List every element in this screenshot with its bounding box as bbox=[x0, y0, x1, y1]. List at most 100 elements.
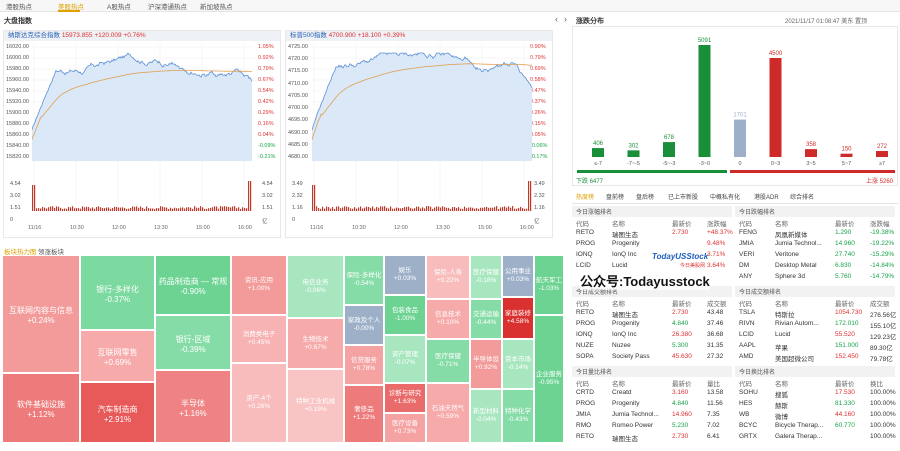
table-row[interactable]: HES 赫斯 81.330 100.00% bbox=[735, 399, 896, 410]
heatmap-cell[interactable]: 奢侈品 +1.22% bbox=[344, 385, 384, 443]
heatmap-cell[interactable]: 公用事业 +0.03% bbox=[502, 255, 534, 297]
heatmap-cell[interactable]: 资产管理 -0.07% bbox=[384, 335, 426, 383]
pct-tick-label: 0.90% bbox=[530, 44, 546, 50]
heatmap-cell[interactable]: 互联网零售 +0.69% bbox=[80, 330, 155, 382]
heatmap-cell[interactable]: 交通运输 -0.44% bbox=[470, 299, 502, 339]
heatmap-cell[interactable]: 包装食品 -1.00% bbox=[384, 295, 426, 335]
chevron-left-icon[interactable]: ‹ bbox=[555, 14, 558, 24]
heatmap-cell[interactable]: 特种化学 -0.43% bbox=[502, 389, 534, 443]
tab-hk-hot[interactable]: 港股热点 bbox=[6, 4, 32, 11]
table-row[interactable]: FENG 凤凰新媒体 1.290 -19.38% bbox=[735, 228, 895, 239]
tab-us-hot[interactable]: 美股热点 bbox=[58, 4, 84, 11]
ranking-table-title: 今日换比排名 bbox=[739, 370, 776, 376]
tab-afterhours[interactable]: 盘后榜 bbox=[636, 195, 655, 201]
heatmap-cell[interactable]: 银行-区域 -0.39% bbox=[155, 315, 231, 370]
table-row[interactable]: JMIA Jumia Technol... 14.960 7.35 bbox=[572, 410, 732, 421]
table-row[interactable]: SOHU 搜狐 17.530 100.00% bbox=[735, 388, 896, 399]
heatmap-cell[interactable]: 生物技术 +0.67% bbox=[287, 318, 344, 369]
heatmap-cell[interactable]: 保险-人寿 +0.22% bbox=[426, 255, 470, 299]
table-row[interactable]: JMIA Jumia Technol... 14.960 -19.22% bbox=[735, 239, 895, 250]
volume-tick-label: 2.32 bbox=[292, 193, 303, 199]
heatmap-cell[interactable]: 消费类电子 +0.45% bbox=[231, 315, 287, 363]
heatmap-cell[interactable]: 药品制造商 — 常规 -0.90% bbox=[155, 255, 231, 315]
heatmap-cell[interactable]: 新型材料 -0.04% bbox=[470, 389, 502, 443]
tab-hot[interactable]: 热度榜 bbox=[576, 195, 595, 201]
table-row[interactable]: ANY Sphere 3d 5.760 -14.79% bbox=[735, 272, 895, 283]
tab-sg-hot[interactable]: 新加坡热点 bbox=[200, 4, 233, 11]
heatmap-cell[interactable]: 汽车制造商 +2.91% bbox=[80, 382, 155, 443]
distribution-category-label: ≥7 bbox=[879, 161, 885, 167]
table-row[interactable]: TSLA 特斯拉 1054.730 276.56亿 bbox=[735, 308, 896, 319]
table-cell: 27.740 bbox=[835, 251, 855, 258]
table-cell: 瑞图生态 bbox=[612, 312, 638, 319]
table-row[interactable]: SOPA Society Pass 45.630 27.32 bbox=[572, 352, 732, 363]
tab-china-private[interactable]: 中概私有化 bbox=[710, 195, 741, 201]
heatmap-cell[interactable]: 信息技术 +0.10% bbox=[426, 299, 470, 339]
heatmap-cell[interactable]: 资讯-应用 +1.00% bbox=[231, 255, 287, 315]
heatmap-cell[interactable]: 石油天然气 +0.59% bbox=[426, 383, 470, 443]
heatmap-cell[interactable]: 娱乐 +0.03% bbox=[384, 255, 426, 295]
sector-change: +1.00% bbox=[247, 285, 271, 292]
nasdaq-chart-panel[interactable]: 纳斯达克综合指数 15973.855 +120.009 +0.76% 16020… bbox=[3, 30, 281, 238]
tab-premarket[interactable]: 盘前榜 bbox=[606, 195, 625, 201]
tab-a-share-hot[interactable]: A股热点 bbox=[107, 4, 131, 11]
heatmap-cell[interactable]: 家庭装修 +4.58% bbox=[502, 297, 534, 339]
heatmap-cell[interactable]: 信贷服务 +0.78% bbox=[344, 345, 384, 385]
table-row[interactable]: LCID Lucid 55.520 129.23亿 bbox=[735, 330, 896, 341]
heatmap-cell[interactable]: 企业服务 -0.95% bbox=[534, 315, 564, 443]
table-row[interactable]: RETO 瑞图生态 2.730 +48.37% bbox=[572, 228, 733, 239]
table-row[interactable]: GRTX Galera Therap... 100.00% bbox=[735, 432, 896, 443]
table-row[interactable]: BCYC Bicycle Therap... 60.770 100.00% bbox=[735, 421, 896, 432]
heatmap-cell[interactable]: 软件基础设施 +1.12% bbox=[2, 373, 80, 443]
sp500-chart-panel[interactable]: 标普500指数 4700.900 +18.100 +0.39% 4725.00 4… bbox=[285, 30, 553, 238]
table-row[interactable]: PROG Progenity 4.840 11.56 bbox=[572, 399, 732, 410]
table-cell: Bicycle Therap... bbox=[775, 422, 824, 429]
table-row[interactable]: AMD 美国超微公司 152.450 79.78亿 bbox=[735, 352, 895, 363]
heatmap-cell[interactable]: 诊断与研究 +1.63% bbox=[384, 383, 426, 413]
heatmap-cell[interactable]: 半导体设 +0.92% bbox=[470, 339, 502, 389]
chevron-right-icon[interactable]: › bbox=[564, 14, 567, 24]
heatmap-cell[interactable]: 航天军工 -1.03% bbox=[534, 255, 564, 315]
heatmap-cell[interactable]: 资产-4个 +0.26% bbox=[231, 363, 287, 443]
table-row[interactable]: WB 微博 44.160 100.00% bbox=[735, 410, 896, 421]
sector-change: -0.37% bbox=[104, 294, 131, 304]
tab-new-listings[interactable]: 已上市新股 bbox=[668, 195, 699, 201]
tab-heatmap[interactable]: 板块热力图 bbox=[4, 249, 37, 256]
table-row[interactable]: VERI Veritone 27.740 -15.29% bbox=[735, 250, 895, 261]
column-header: 最新价 bbox=[835, 221, 855, 228]
table-row[interactable]: RETO 瑞图生态 2.730 43.48 bbox=[572, 308, 732, 319]
table-row[interactable]: PROG Progenity 9.48% bbox=[572, 239, 732, 250]
volume-tick-label: 1.16 bbox=[534, 205, 545, 211]
heatmap-cell[interactable]: 半导体 +1.16% bbox=[155, 370, 231, 443]
tab-hk-adr[interactable]: 港股ADR bbox=[754, 195, 779, 201]
heatmap-cell[interactable]: 电信业务 -0.06% bbox=[287, 255, 344, 318]
table-row[interactable]: AAPL 苹果 151.000 89.30亿 bbox=[735, 341, 895, 352]
column-header: 代码 bbox=[576, 221, 589, 228]
sector-name: 诊断与研究 bbox=[388, 390, 422, 397]
heatmap-cell[interactable]: 家政及个人 -0.00% bbox=[344, 305, 384, 345]
heatmap-cell[interactable]: 医疗保健 -0.71% bbox=[426, 339, 470, 383]
y-tick-label: 16020.00 bbox=[6, 44, 29, 50]
tab-leading-sectors[interactable]: 领涨板块 bbox=[38, 249, 64, 256]
table-row[interactable]: IONQ IonQ Inc 3.71% bbox=[572, 250, 732, 261]
table-row[interactable]: RETO 瑞图生态 2.730 6.41 bbox=[572, 432, 732, 443]
heatmap-cell[interactable]: 资本市场 -0.14% bbox=[502, 339, 534, 389]
heatmap-cell[interactable]: 特种工业机械 +0.19% bbox=[287, 369, 344, 443]
table-row[interactable]: LCID Lucid 3.64% bbox=[572, 261, 732, 272]
heatmap-cell[interactable]: 互联网内容与信息 +0.24% bbox=[2, 255, 80, 373]
nasdaq-quote-header: 纳斯达克综合指数 15973.855 +120.009 +0.76% bbox=[4, 31, 280, 41]
table-row[interactable]: RIVN Rivian Autom... 172.010 155.10亿 bbox=[735, 319, 896, 330]
heatmap-cell[interactable]: 医疗保健 -0.18% bbox=[470, 255, 502, 299]
table-row[interactable]: PROG Progenity 4.840 37.46 bbox=[572, 319, 732, 330]
table-row[interactable]: NUZE Nuzee 5.300 31.35 bbox=[572, 341, 732, 352]
heatmap-cell[interactable]: 医疗设备 +0.73% bbox=[384, 413, 426, 443]
x-tick-label: 13:30 bbox=[436, 225, 450, 231]
table-row[interactable]: IONQ IonQ Inc 26.380 36.68 bbox=[572, 330, 732, 341]
table-row[interactable]: DM Desktop Metal 6.830 -14.84% bbox=[735, 261, 895, 272]
heatmap-cell[interactable]: 保险-多样化 -0.54% bbox=[344, 255, 384, 305]
tab-connect-hot[interactable]: 沪深港通热点 bbox=[148, 4, 187, 11]
heatmap-cell[interactable]: 银行-多样化 -0.37% bbox=[80, 255, 155, 330]
table-row[interactable]: RMO Romeo Power 5.230 7.02 bbox=[572, 421, 732, 432]
tab-overall[interactable]: 综合排名 bbox=[790, 195, 815, 201]
table-row[interactable]: CRTD Creatd 3.160 13.58 bbox=[572, 388, 732, 399]
